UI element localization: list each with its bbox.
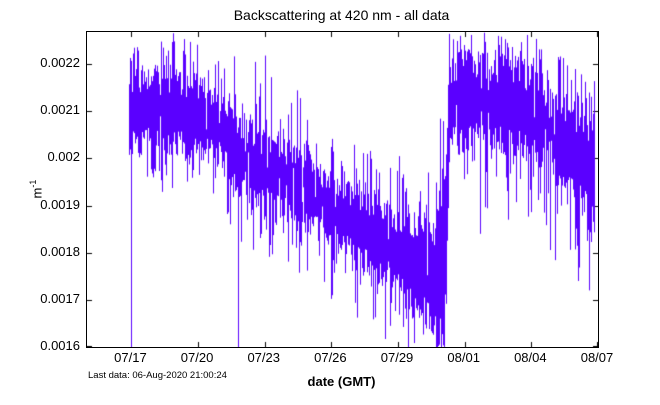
y-axis-label-exponent: -1 xyxy=(28,179,38,188)
x-tick-label: 08/04 xyxy=(514,350,547,365)
x-tick-label: 07/23 xyxy=(247,350,280,365)
y-tick-label: 0.0019 xyxy=(40,196,80,212)
plot-area xyxy=(86,31,599,348)
y-tick-label: 0.0018 xyxy=(40,243,80,259)
x-axis-label: date (GMT) xyxy=(307,374,376,389)
x-tick-label: 07/26 xyxy=(314,350,347,365)
x-tick-label: 08/01 xyxy=(447,350,480,365)
x-tick-label: 07/29 xyxy=(380,350,414,365)
chart-title: Backscattering at 420 nm - all data xyxy=(233,7,450,23)
y-tick-label: 0.0017 xyxy=(40,290,80,306)
series-canvas xyxy=(87,32,598,347)
y-tick-label: 0.002 xyxy=(47,149,80,165)
y-tick-label: 0.0022 xyxy=(40,55,80,71)
x-tick-label: 07/17 xyxy=(114,350,147,365)
x-tick-label: 07/20 xyxy=(180,350,214,365)
x-tick-label: 08/07 xyxy=(580,350,614,365)
last-data-annotation: Last data: 06-Aug-2020 21:00:24 xyxy=(88,370,227,381)
y-tick-label: 0.0016 xyxy=(40,338,80,353)
y-tick-label: 0.0021 xyxy=(40,102,80,118)
